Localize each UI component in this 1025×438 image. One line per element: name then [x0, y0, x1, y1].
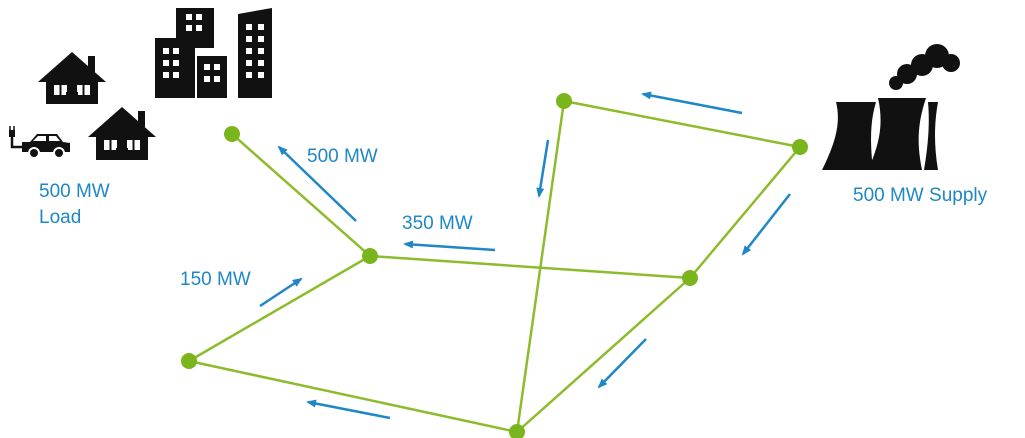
nodes [181, 93, 808, 438]
line-e-f [188, 359, 518, 434]
node-f [509, 424, 525, 438]
line-c-e [188, 254, 371, 363]
load-label: Load [39, 207, 82, 228]
line-a-c [231, 133, 371, 257]
electric-car-icon [9, 126, 70, 159]
node-b [556, 93, 572, 109]
flow-label-center: 350 MW [402, 213, 473, 234]
flow-arrow-top-right [641, 91, 743, 115]
node-a [224, 126, 240, 142]
house-icon [88, 107, 156, 160]
node-c [362, 248, 378, 264]
line-b-g [563, 99, 801, 149]
flow-arrow-right-lower [597, 338, 647, 389]
city-buildings-icon [155, 8, 272, 98]
house-icon [38, 52, 106, 104]
node-g [792, 139, 808, 155]
supply-label: 500 MW Supply [853, 185, 988, 206]
line-c-d [369, 254, 691, 280]
flow-arrow-right-upper [741, 193, 791, 256]
load-value-label: 500 MW [39, 181, 110, 202]
flow-label-top-left: 500 MW [307, 146, 378, 167]
line-d-g [689, 146, 801, 279]
flow-arrow-left [259, 277, 303, 308]
flow-arrow-bottom [306, 399, 391, 420]
node-e [181, 353, 197, 369]
flow-arrow-vertical [536, 139, 550, 198]
flow-arrow-center [403, 240, 496, 252]
flow-arrows [259, 91, 791, 420]
flow-label-left: 150 MW [180, 269, 251, 290]
transmission-lines [188, 99, 801, 434]
flow-arrow-top-left [277, 145, 357, 222]
power-plant-icon [822, 44, 960, 170]
line-b-f [515, 100, 566, 433]
node-d [682, 270, 698, 286]
line-f-d [516, 277, 691, 433]
